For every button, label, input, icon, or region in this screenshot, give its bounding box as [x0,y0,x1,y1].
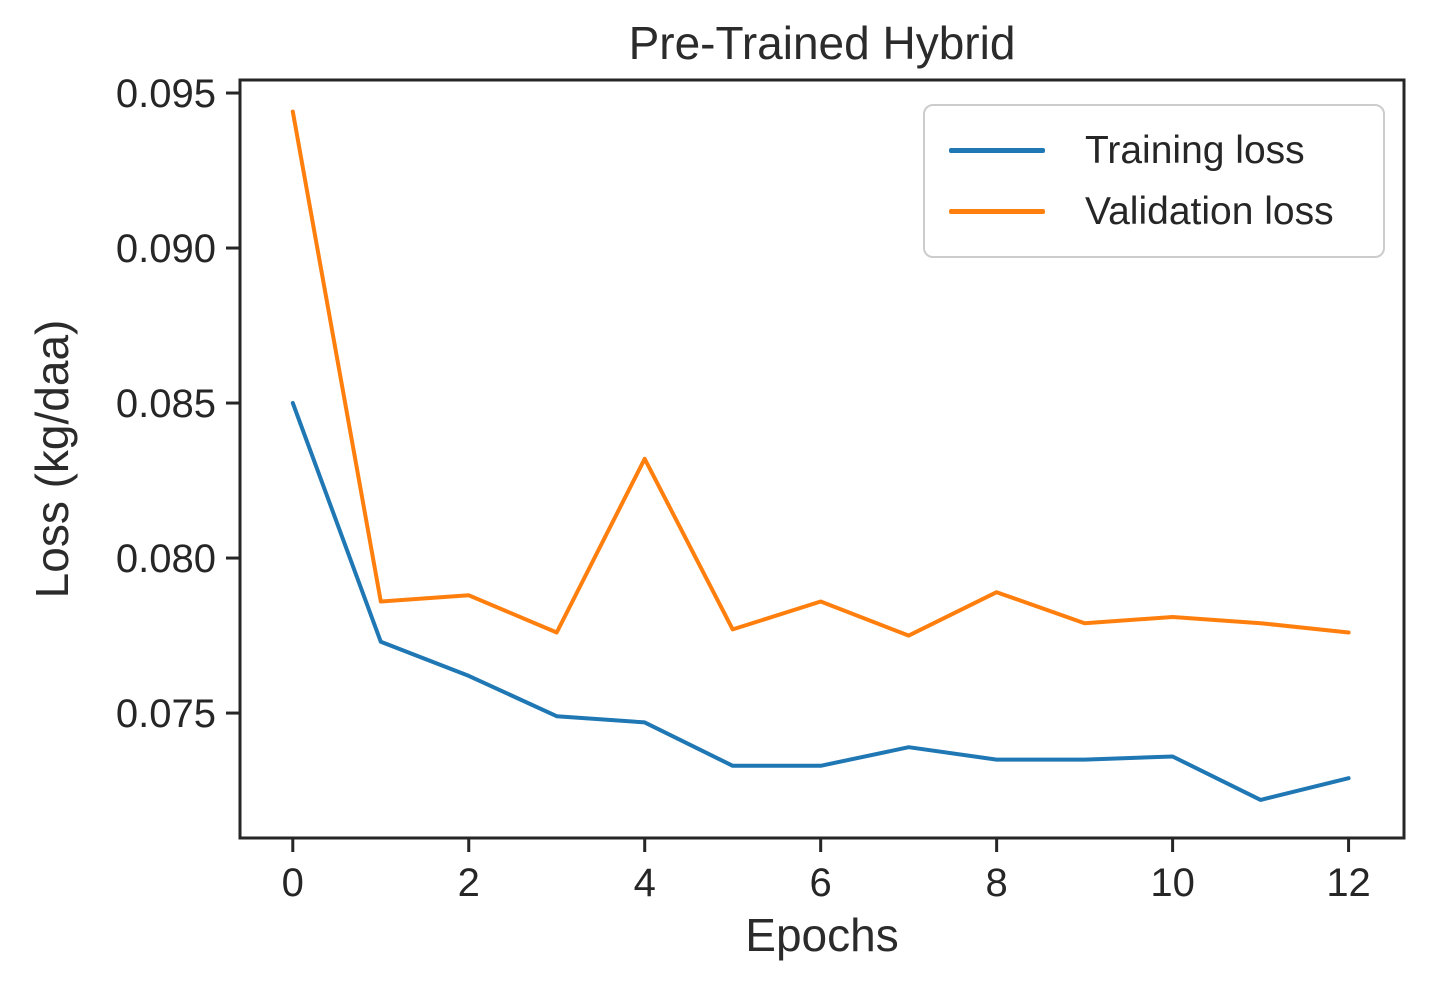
training-loss-line-swatch [949,148,1045,153]
validation-loss-line [290,109,1351,638]
legend: Training loss Validation loss [923,104,1385,258]
y-tick-label: 0.085 [116,382,216,426]
y-tick-label: 0.080 [116,537,216,581]
x-tick-label: 10 [1150,861,1195,905]
x-axis-label: Epochs [745,909,899,961]
legend-label-validation: Validation loss [1085,189,1334,233]
x-tick-label: 8 [986,861,1008,905]
y-tick-label: 0.095 [116,72,216,116]
x-tick-label: 6 [810,861,832,905]
legend-item-validation: Validation loss [949,190,1359,234]
legend-label-training: Training loss [1085,128,1305,172]
chart-title: Pre-Trained Hybrid [628,17,1016,69]
training-loss-line [290,401,1351,802]
y-tick-label: 0.090 [116,227,216,271]
x-tick-label: 0 [282,861,304,905]
x-tick-label: 4 [634,861,656,905]
x-tick-label: 2 [458,861,480,905]
legend-item-training: Training loss [949,129,1359,173]
x-tick-label: 12 [1326,861,1371,905]
y-tick-label: 0.075 [116,692,216,736]
validation-loss-line-swatch [949,209,1045,214]
